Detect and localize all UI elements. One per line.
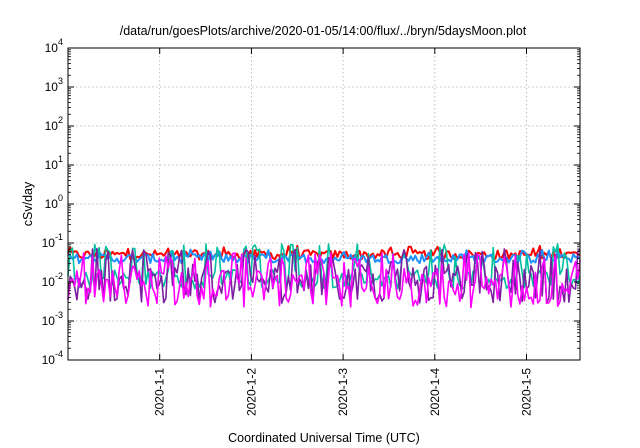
y-tick-label: 103 <box>45 76 63 94</box>
y-tick-label: 104 <box>45 37 63 55</box>
y-tick-label: 10-3 <box>42 310 63 328</box>
y-axis-ticks: 10-4 10-3 10-2 10-1 100 101 102 103 104 <box>42 37 580 367</box>
x-axis-ticks: 2020-1-1 2020-1-2 2020-1-3 2020-1-4 2020-1-5 <box>153 48 534 416</box>
x-tick-label: 2020-1-1 <box>153 368 167 416</box>
series-layer <box>67 243 581 309</box>
x-tick-label: 2020-1-4 <box>428 368 442 416</box>
x-axis-label: Coordinated Universal Time (UTC) <box>228 431 420 445</box>
y-tick-label: 102 <box>45 115 63 133</box>
grid-lines <box>68 48 580 360</box>
y-tick-label: 100 <box>45 193 63 211</box>
y-axis-label: cSv/day <box>21 181 35 226</box>
x-tick-label: 2020-1-2 <box>244 368 258 416</box>
series-line <box>67 252 581 309</box>
y-tick-label: 10-1 <box>42 232 63 250</box>
y-tick-label: 10-4 <box>42 349 63 367</box>
x-tick-label: 2020-1-3 <box>336 368 350 416</box>
x-tick-label: 2020-1-5 <box>520 368 534 416</box>
chart-title: /data/run/goesPlots/archive/2020-01-05/1… <box>120 24 527 38</box>
y-tick-label: 10-2 <box>42 271 63 289</box>
y-tick-label: 101 <box>45 154 63 172</box>
